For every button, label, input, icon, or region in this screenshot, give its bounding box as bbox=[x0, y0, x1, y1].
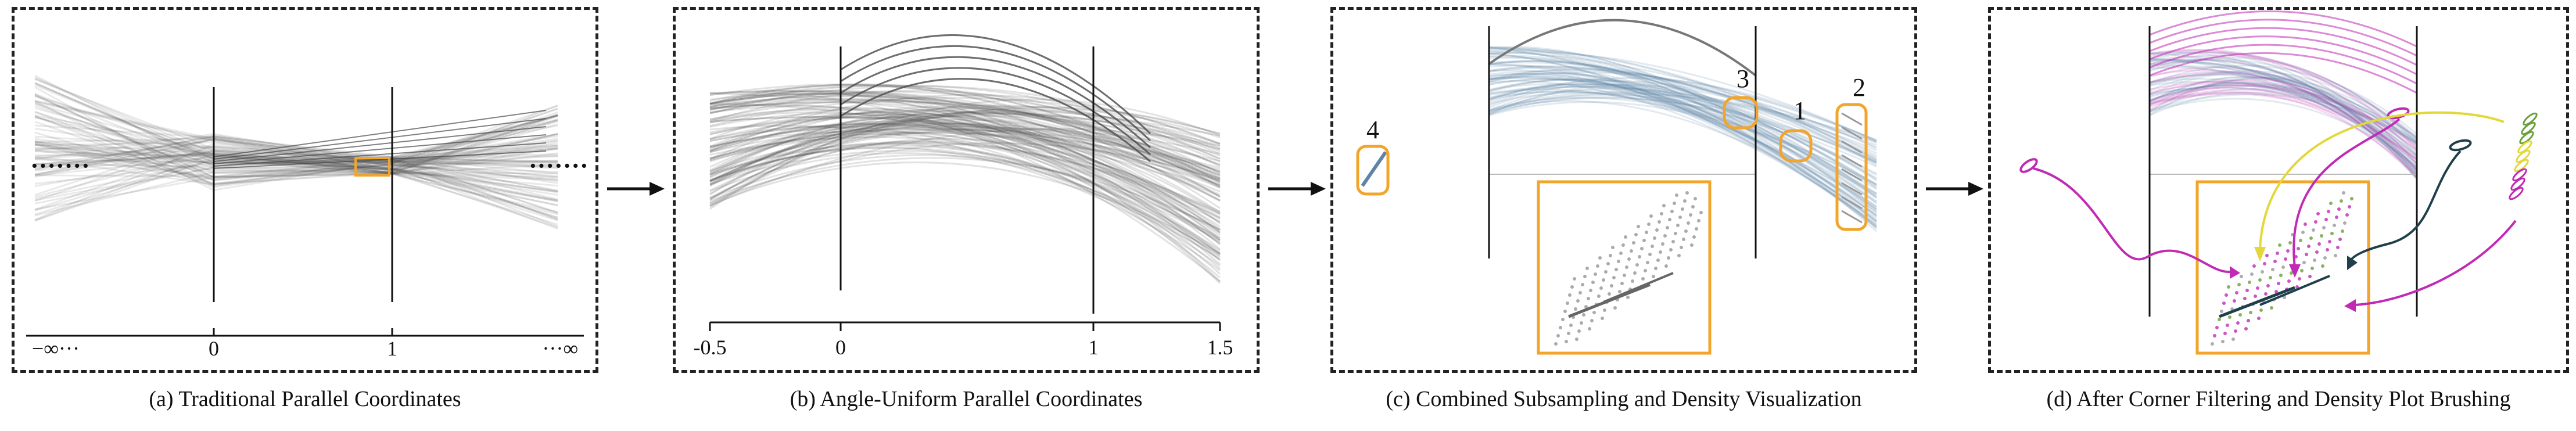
panel-c-frame bbox=[1330, 7, 1917, 373]
panel-b-frame bbox=[673, 7, 1260, 373]
panel-d-frame bbox=[1988, 7, 2569, 373]
arrow-b-to-c bbox=[1268, 182, 1326, 196]
panel-d-caption: (d) After Corner Filtering and Density P… bbox=[2046, 387, 2511, 411]
panel-c-caption: (c) Combined Subsampling and Density Vis… bbox=[1386, 387, 1862, 411]
panel-a-caption: (a) Traditional Parallel Coordinates bbox=[149, 387, 461, 411]
arrow-a-to-b bbox=[607, 182, 665, 196]
panel-a-frame bbox=[12, 7, 598, 373]
arrow-c-to-d bbox=[1926, 182, 1983, 196]
panel-b-caption: (b) Angle-Uniform Parallel Coordinates bbox=[790, 387, 1143, 411]
